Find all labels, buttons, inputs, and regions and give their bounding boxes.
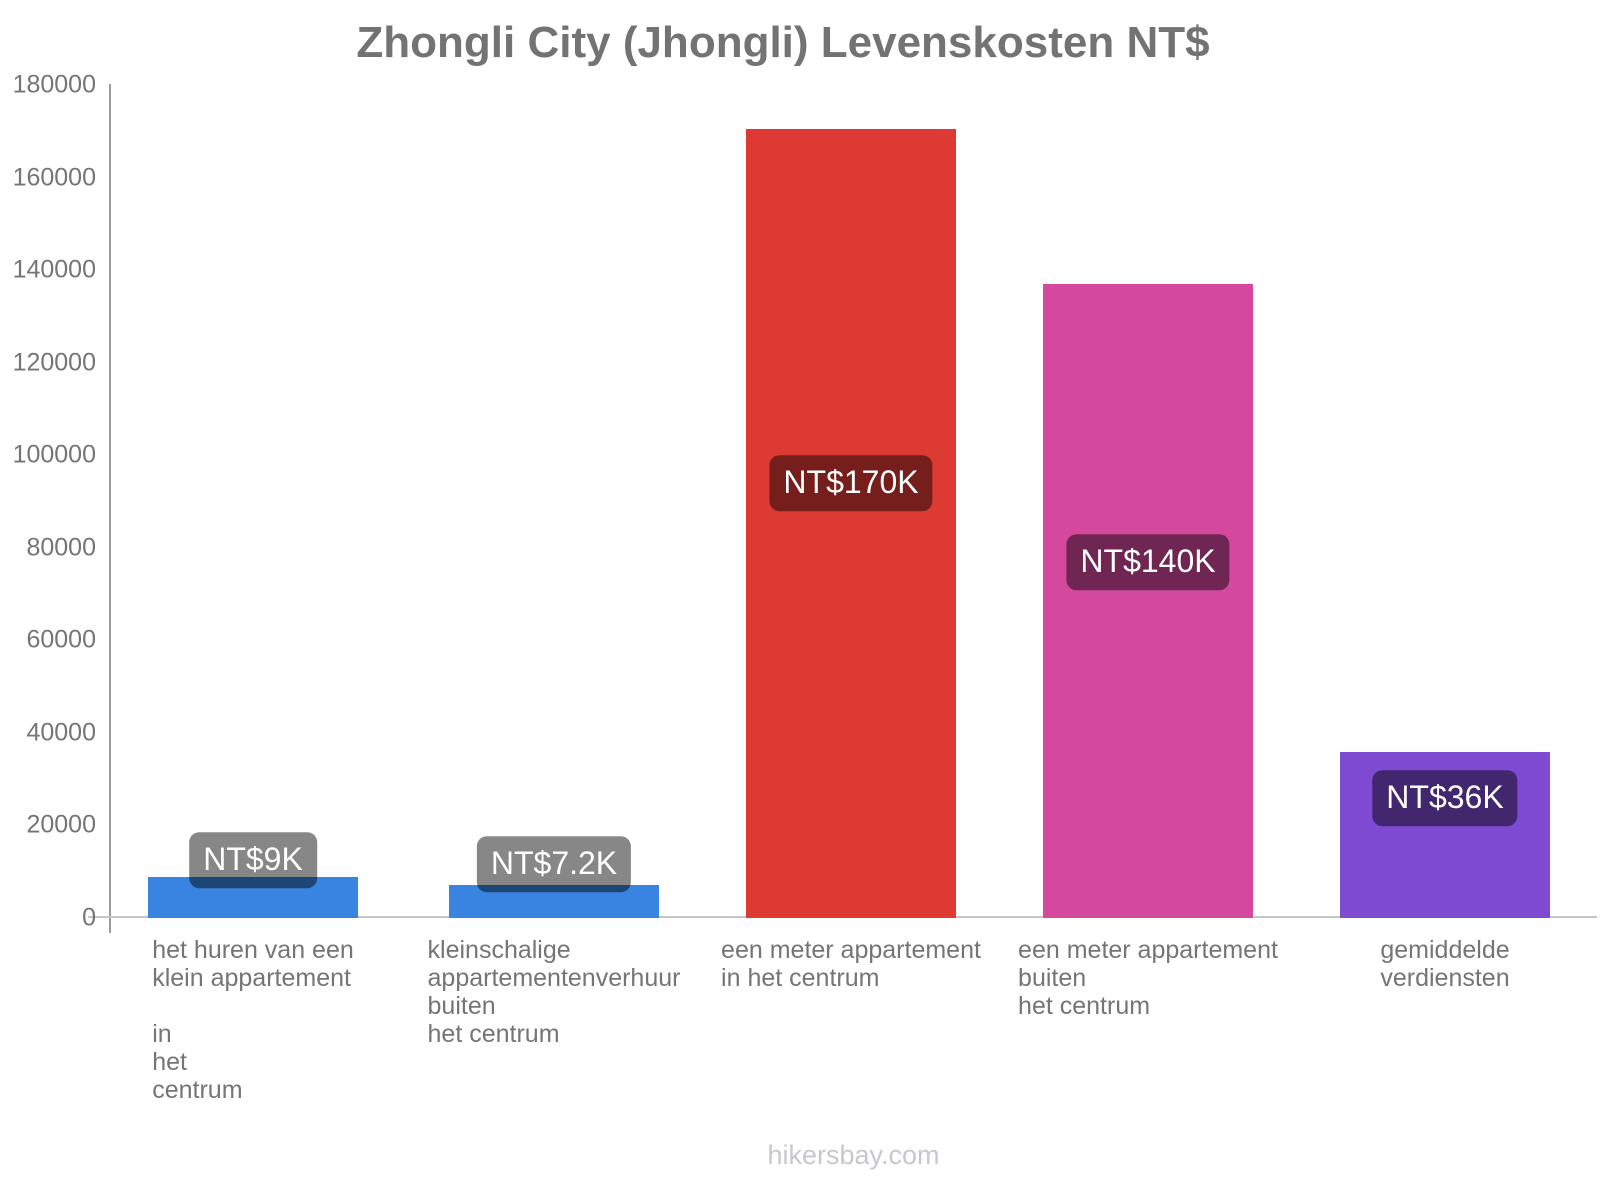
category-label-line: verdiensten — [1380, 964, 1510, 992]
bar-value-badge: NT$170K — [769, 455, 933, 511]
bar — [449, 884, 659, 918]
bar-value-badge: NT$140K — [1066, 534, 1230, 590]
bar — [1043, 283, 1253, 918]
category-label-line: het centrum — [1018, 992, 1151, 1020]
y-tick-label: 140000 — [12, 255, 96, 284]
bar-value-badge: NT$36K — [1372, 770, 1518, 826]
y-tick-label: 20000 — [26, 810, 96, 839]
category-label-line: een meter appartement — [1018, 936, 1278, 964]
bar-value-badge: NT$9K — [189, 832, 317, 888]
category-label: gemiddelde verdiensten — [1380, 936, 1509, 992]
y-tick-label: 180000 — [12, 70, 96, 99]
category-label: een meter appartement in het centrum — [721, 936, 981, 992]
category-label-line: gemiddelde — [1380, 936, 1510, 964]
watermark-text: hikersbay.com — [767, 1140, 940, 1170]
y-tick-label: 0 — [82, 903, 96, 932]
chart-title: Zhongli City (Jhongli) Levenskosten NT$ — [356, 18, 1210, 67]
y-tick-label: 80000 — [26, 533, 96, 562]
category-label-line: in — [152, 1020, 172, 1048]
category-label-line: buiten — [1018, 964, 1087, 992]
y-axis-line — [109, 84, 111, 933]
category-label-line: centrum — [152, 1076, 243, 1104]
bar — [746, 128, 956, 918]
category-label-line — [152, 992, 354, 1020]
category-label-line: appartementenverhuur — [427, 964, 681, 992]
category-label-line: een meter appartement — [721, 936, 981, 964]
category-label-line: buiten — [427, 992, 496, 1020]
bar — [148, 876, 358, 918]
category-label-line: het centrum — [427, 1020, 560, 1048]
y-tick-label: 60000 — [26, 625, 96, 654]
category-label: een meter appartement buiten het centrum — [1018, 936, 1278, 1020]
category-label-line: het huren van een — [152, 936, 354, 964]
bar-value-badge: NT$7.2K — [476, 836, 632, 892]
y-tick-label: 40000 — [26, 718, 96, 747]
category-label-line: in het centrum — [721, 964, 880, 992]
y-tick-label: 100000 — [12, 440, 96, 469]
y-tick-label: 160000 — [12, 163, 96, 192]
category-label-line: klein appartement — [152, 964, 351, 992]
category-label: het huren van een klein appartement in het… — [152, 936, 354, 1104]
category-label-line: het — [152, 1048, 187, 1076]
category-label-line: kleinschalige — [427, 936, 571, 964]
bar — [1340, 752, 1550, 918]
y-tick-label: 120000 — [12, 348, 96, 377]
category-label: kleinschalige appartementenverhuur buiten h… — [428, 936, 681, 1048]
